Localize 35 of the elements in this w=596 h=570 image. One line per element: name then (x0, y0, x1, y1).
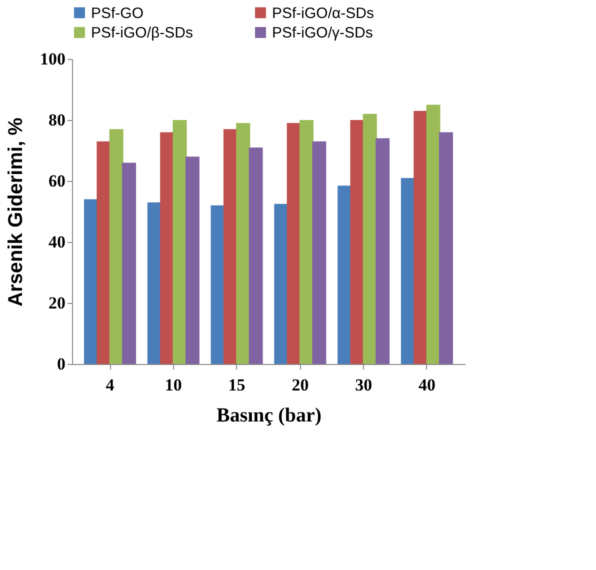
bar (122, 162, 136, 364)
x-tick-label: 10 (164, 376, 182, 394)
bar (438, 132, 453, 364)
legend-label: PSf-GO (91, 4, 144, 22)
bar (172, 120, 187, 364)
y-tick-label: 20 (48, 294, 66, 312)
y-tick-label: 80 (48, 110, 66, 130)
bar (426, 104, 440, 364)
legend-label: PSf-iGO/α-SDs (272, 4, 374, 22)
y-tick-label: 0 (57, 354, 66, 374)
bar (300, 120, 314, 364)
bar (109, 129, 124, 364)
bar (376, 138, 390, 364)
bar (414, 110, 428, 364)
x-tick-label: 20 (292, 376, 309, 394)
bar (96, 141, 111, 364)
legend-label: PSf-iGO/γ-SDs (272, 24, 373, 42)
legend-label: PSf-iGO/β-SDs (91, 24, 193, 42)
x-axis-title: Basınç (bar) (216, 404, 322, 426)
x-tick-label: 40 (418, 376, 436, 394)
bar (248, 147, 263, 364)
bar (160, 132, 174, 364)
x-tick-label: 15 (228, 376, 246, 394)
bar (185, 156, 200, 364)
y-tick-label: 60 (48, 172, 66, 190)
x-tick-label: 4 (106, 376, 115, 394)
bar (350, 120, 364, 364)
bar (274, 204, 288, 364)
y-tick-label: 40 (48, 232, 66, 252)
y-axis-title: Arsenik Giderimi, % (5, 117, 27, 306)
x-tick-label: 30 (355, 376, 372, 394)
bar (312, 141, 326, 364)
bar (236, 123, 250, 364)
bar (362, 114, 377, 364)
y-tick-label: 100 (40, 50, 66, 68)
